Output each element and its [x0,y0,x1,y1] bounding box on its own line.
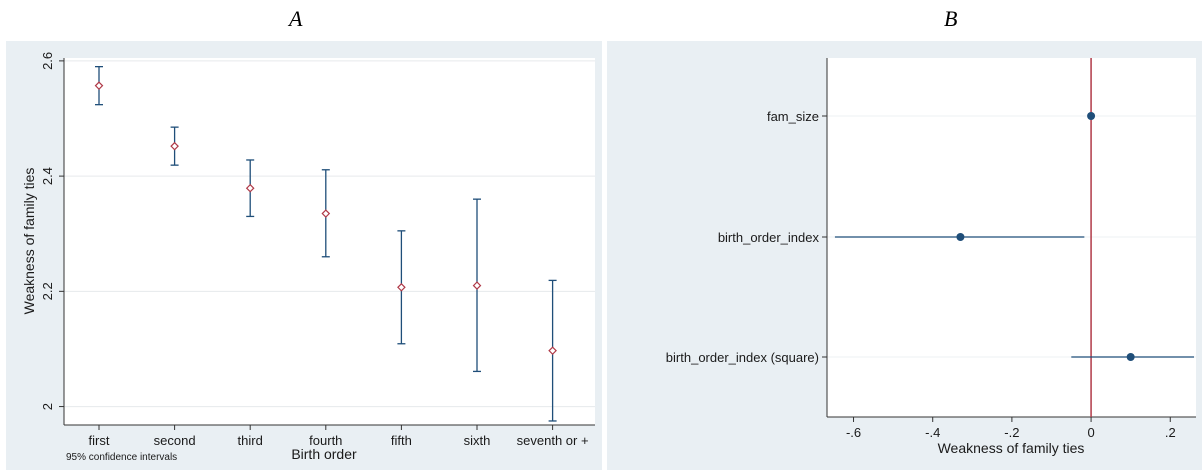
panel-b-letter: B [944,6,958,31]
panel-a-point-marker [245,183,255,193]
panel-b-point-marker [956,233,965,241]
panel-b-x-tick-label: -.6 [846,425,861,440]
panel-a-x-axis-label: Birth order [291,446,357,462]
panel-b-y-tick-label: birth_order_index [718,230,820,245]
panel-a-point-marker [397,282,406,292]
panel-a-x-tick-label: first [89,433,110,448]
panel-b-x-tick-label: 0 [1087,425,1094,440]
panel-a-y-axis-label: Weakness of family ties [21,168,37,315]
panel-a-point-marker [548,346,557,356]
panel-a-letter: A [289,6,303,31]
panel-a-x-tick-label: sixth [464,433,491,448]
panel-a-y-tick-label: 2.2 [40,282,55,300]
panel-a-point-marker [94,81,104,91]
panel-b-x-axis-label: Weakness of family ties [938,440,1085,456]
panel-b-point-marker [1087,112,1096,120]
panel-a-x-tick-label: fourth [309,433,342,448]
panel-b-y-tick-label: fam_size [767,109,819,124]
panel-b-y-tick-label: birth_order_index (square) [666,350,819,365]
panel-a-y-tick-label: 2.4 [40,167,55,185]
panel-a-x-tick-label: seventh or + [517,433,589,448]
panel-a-y-tick-label: 2 [40,403,55,410]
panel-b-x-tick-label: -.2 [1004,425,1019,440]
panel-b-x-tick-label: .2 [1165,425,1176,440]
panel-a-x-tick-label: third [238,433,263,448]
panel-a-point-marker [170,141,179,151]
panel-a-x-tick-label: second [154,433,196,448]
panel-b-point-marker [1126,353,1135,361]
panel-a-note: 95% confidence intervals [66,452,177,463]
panel-b-x-tick-label: -.4 [925,425,940,440]
panel-a-x-tick-label: fifth [391,433,412,448]
panel-a-point-marker [472,281,482,290]
panel-a-point-marker [321,209,331,218]
panel-a-y-tick-label: 2.6 [40,52,55,70]
panel-a-plot-area [64,58,595,425]
